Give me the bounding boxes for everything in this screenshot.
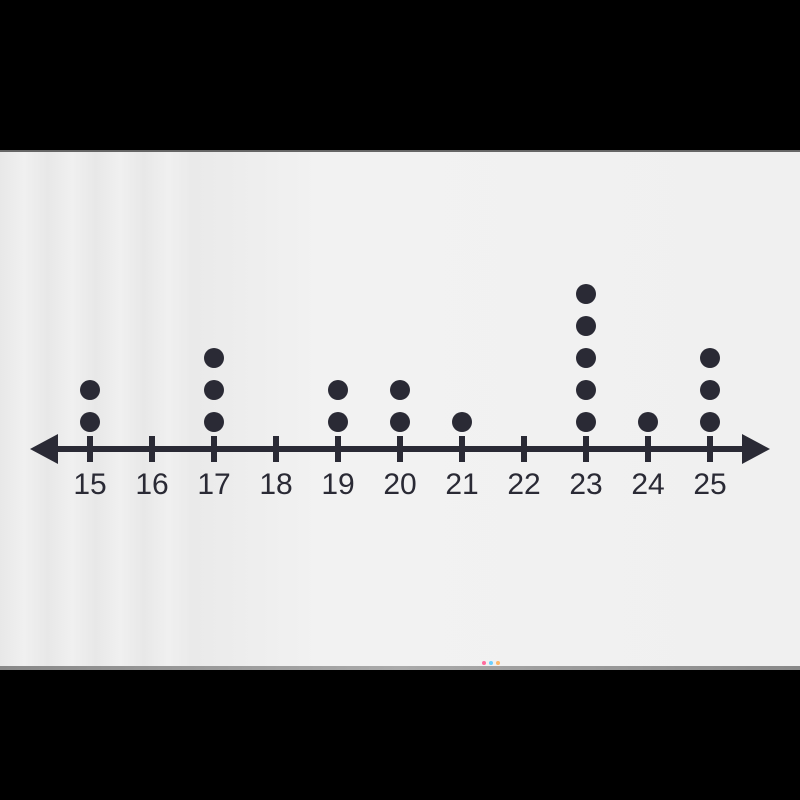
tick-mark xyxy=(397,436,403,462)
dot-plot-chart: 15 16 17 18 19 20 21 22 23 24 25 xyxy=(40,192,760,512)
data-dot xyxy=(576,348,596,368)
tick-label: 16 xyxy=(135,468,168,502)
data-dot xyxy=(452,412,472,432)
tick-mark xyxy=(583,436,589,462)
data-dot xyxy=(80,412,100,432)
tick-label: 17 xyxy=(197,468,230,502)
photo-panel: 15 16 17 18 19 20 21 22 23 24 25 xyxy=(0,150,800,670)
tick-mark xyxy=(645,436,651,462)
tick-mark xyxy=(707,436,713,462)
data-dot xyxy=(204,412,224,432)
data-dot xyxy=(576,284,596,304)
tick-mark xyxy=(87,436,93,462)
data-dot xyxy=(390,380,410,400)
tick-mark xyxy=(521,436,527,462)
axis-arrow-right xyxy=(742,434,770,464)
data-dot xyxy=(576,412,596,432)
tick-label: 25 xyxy=(693,468,726,502)
data-dot xyxy=(204,380,224,400)
data-dot xyxy=(80,380,100,400)
data-dot xyxy=(390,412,410,432)
data-dot xyxy=(576,380,596,400)
screen-edge xyxy=(0,666,800,670)
tick-mark xyxy=(335,436,341,462)
tick-mark xyxy=(149,436,155,462)
moire-artifact xyxy=(482,661,500,665)
data-dot xyxy=(638,412,658,432)
tick-label: 20 xyxy=(383,468,416,502)
data-dot xyxy=(328,412,348,432)
data-dot xyxy=(204,348,224,368)
data-dot xyxy=(700,412,720,432)
tick-label: 18 xyxy=(259,468,292,502)
tick-label: 15 xyxy=(73,468,106,502)
tick-label: 24 xyxy=(631,468,664,502)
tick-label: 23 xyxy=(569,468,602,502)
tick-mark xyxy=(273,436,279,462)
data-dot xyxy=(328,380,348,400)
tick-mark xyxy=(459,436,465,462)
tick-label: 22 xyxy=(507,468,540,502)
tick-mark xyxy=(211,436,217,462)
tick-label: 19 xyxy=(321,468,354,502)
data-dot xyxy=(700,380,720,400)
tick-label: 21 xyxy=(445,468,478,502)
data-dot xyxy=(700,348,720,368)
axis-arrow-left xyxy=(30,434,58,464)
data-dot xyxy=(576,316,596,336)
